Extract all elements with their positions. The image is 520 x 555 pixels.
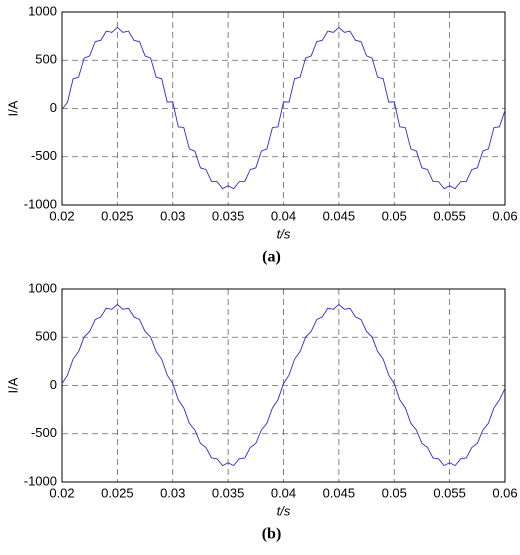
y-axis-label: I/A: [5, 377, 20, 393]
data-line: [61, 26, 506, 190]
y-tick-label: 1000: [28, 280, 57, 295]
y-axis-label: I/A: [5, 100, 20, 116]
x-tick-label: 0.055: [433, 485, 466, 500]
x-tick-label: 0.025: [101, 485, 134, 500]
x-tick-label: 0.045: [323, 485, 356, 500]
x-tick-label: 0.02: [49, 485, 74, 500]
x-tick-label: 0.03: [160, 208, 185, 223]
y-tick-label: 500: [35, 52, 57, 67]
axes-frame: [61, 11, 506, 206]
x-tick-label: 0.04: [271, 208, 296, 223]
x-tick-label: 0.02: [49, 208, 74, 223]
caption: (a): [262, 249, 281, 266]
axes-frame: [61, 288, 506, 483]
x-tick-label: 0.04: [271, 485, 296, 500]
x-tick-label: 0.05: [382, 208, 407, 223]
x-tick-label: 0.055: [433, 208, 466, 223]
x-tick-label: 0.035: [212, 208, 245, 223]
y-tick-label: 0: [50, 100, 57, 115]
x-axis-label: t/s: [277, 226, 291, 241]
data-line: [61, 303, 506, 467]
y-tick-label: 500: [35, 329, 57, 344]
y-tick-label: -500: [31, 148, 57, 163]
x-tick-label: 0.03: [160, 485, 185, 500]
x-tick-label: 0.05: [382, 485, 407, 500]
x-axis-label: t/s: [277, 503, 291, 518]
x-tick-label: 0.06: [492, 485, 517, 500]
y-tick-label: -500: [31, 425, 57, 440]
y-tick-label: -1000: [24, 196, 57, 211]
x-tick-label: 0.025: [101, 208, 134, 223]
x-tick-label: 0.035: [212, 485, 245, 500]
y-tick-label: 0: [50, 377, 57, 392]
y-tick-label: -1000: [24, 473, 57, 488]
y-tick-label: 1000: [28, 3, 57, 18]
x-tick-label: 0.045: [323, 208, 356, 223]
x-tick-label: 0.06: [492, 208, 517, 223]
caption: (b): [262, 526, 282, 543]
